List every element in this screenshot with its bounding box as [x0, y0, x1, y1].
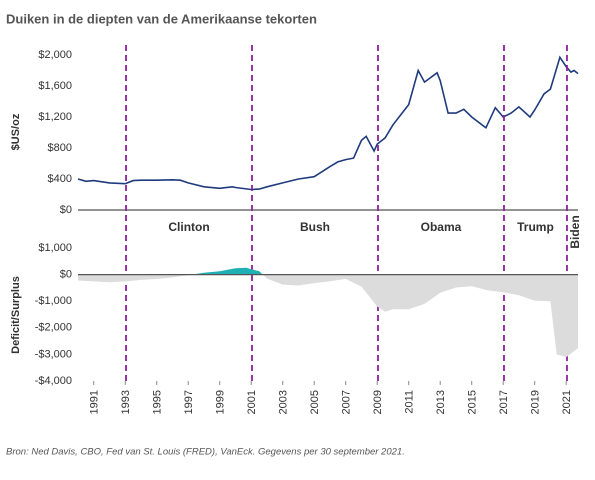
deficit-area [78, 274, 578, 358]
y-tick-label: -$2,000 [35, 322, 72, 334]
y-tick-label: $1,000 [38, 242, 72, 254]
president-label: Obama [421, 220, 462, 234]
x-tick-label: 2021 [561, 390, 573, 414]
y-tick-label: -$3,000 [35, 348, 72, 360]
x-tick-label: 2011 [404, 390, 416, 414]
y-tick-label: $0 [60, 269, 72, 281]
x-tick-label: 1997 [183, 390, 195, 414]
surplus-area [78, 267, 578, 275]
x-tick-label: 1993 [120, 390, 132, 414]
y-tick-label: -$4,000 [35, 375, 72, 387]
x-tick-label: 2003 [278, 390, 290, 414]
x-tick-label: 2009 [372, 390, 384, 414]
price-line [77, 55, 579, 191]
y-tick-label: $1,200 [38, 111, 72, 123]
president-label: Trump [517, 220, 554, 234]
x-tick-label: 1991 [89, 390, 101, 414]
x-tick-label: 2015 [467, 390, 479, 414]
x-tick-label: 2005 [309, 390, 321, 414]
president-label: Clinton [168, 220, 209, 234]
chart-title: Duiken in de diepten van de Amerikaanse … [6, 11, 317, 26]
source-note: Bron: Ned Davis, CBO, Fed van St. Louis … [6, 447, 405, 458]
y-tick-label: -$1,000 [35, 295, 72, 307]
x-tick-label: 1999 [215, 390, 227, 414]
x-tick-label: 1995 [152, 390, 164, 414]
y-tick-label: $0 [60, 204, 72, 216]
president-label: Biden [568, 215, 582, 248]
y-tick-label: $1,600 [38, 80, 72, 92]
x-tick-label: 2001 [246, 390, 258, 414]
y-tick-label: $400 [48, 173, 72, 185]
y-tick-label: $2,000 [38, 49, 72, 61]
y-axis-label: $US/oz [10, 113, 22, 150]
y-tick-label: $800 [48, 142, 72, 154]
x-tick-label: 2017 [498, 390, 510, 414]
x-tick-label: 2019 [530, 390, 542, 414]
x-tick-label: 2007 [341, 390, 353, 414]
president-label: Bush [300, 220, 330, 234]
x-tick-label: 2013 [435, 390, 447, 414]
y-axis-label: Deficit/Surplus [10, 276, 22, 354]
